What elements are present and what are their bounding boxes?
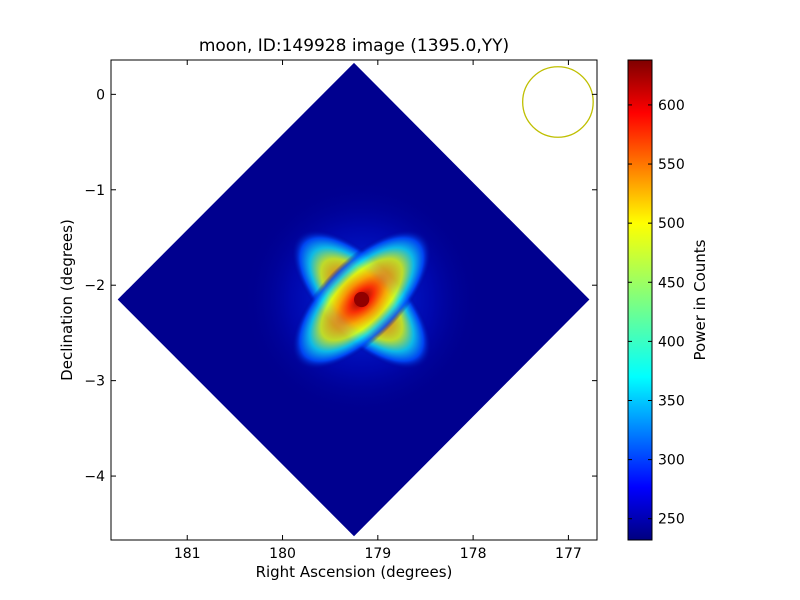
y-tick-label: −3 bbox=[84, 374, 105, 390]
y-tick-label: 0 bbox=[96, 87, 105, 103]
x-tick-label: 179 bbox=[364, 546, 391, 562]
colorbar-tick-label: 600 bbox=[658, 98, 685, 114]
colorbar-tick-label: 250 bbox=[658, 512, 685, 528]
x-axis-ticks: 181 180 179 178 177 bbox=[174, 60, 582, 562]
x-tick-label: 181 bbox=[174, 546, 201, 562]
x-tick-label: 180 bbox=[269, 546, 296, 562]
colorbar-tick-label: 350 bbox=[658, 393, 685, 409]
beam-circle bbox=[522, 66, 594, 138]
colorbar-tick-label: 550 bbox=[658, 157, 685, 173]
colorbar-label: Power in Counts bbox=[691, 239, 709, 360]
colorbar-ticks: 250 300 350 400 450 500 550 600 bbox=[628, 98, 685, 528]
y-axis-ticks: 0 −1 −2 −3 −4 bbox=[84, 87, 597, 485]
y-tick-label: −2 bbox=[84, 278, 105, 294]
colorbar-tick-label: 450 bbox=[658, 275, 685, 291]
x-axis-label: Right Ascension (degrees) bbox=[256, 563, 453, 581]
colorbar-tick-label: 500 bbox=[658, 216, 685, 232]
colorbar bbox=[627, 59, 653, 541]
plot-frame bbox=[110, 59, 598, 541]
colorbar-tick-label: 400 bbox=[658, 334, 685, 350]
x-tick-label: 178 bbox=[460, 546, 487, 562]
x-tick-label: 177 bbox=[555, 546, 582, 562]
y-tick-label: −1 bbox=[84, 183, 105, 199]
y-tick-label: −4 bbox=[84, 469, 105, 485]
y-axis-label: Declination (degrees) bbox=[58, 219, 76, 381]
plot-area bbox=[117, 62, 594, 537]
colorbar-tick-label: 300 bbox=[658, 453, 685, 469]
chart-title: moon, ID:149928 image (1395.0,YY) bbox=[199, 36, 509, 56]
emission-core bbox=[354, 291, 370, 308]
